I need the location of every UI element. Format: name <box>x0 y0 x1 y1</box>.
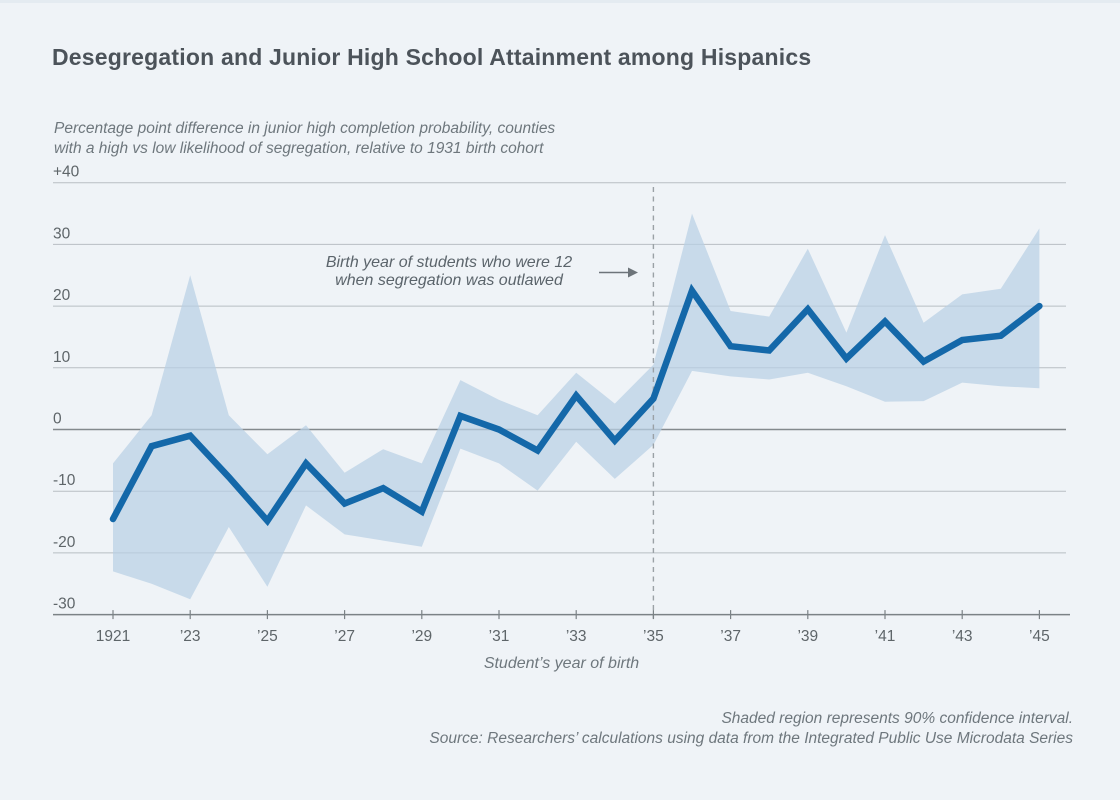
chart-subtitle-line1: Percentage point difference in junior hi… <box>54 120 556 137</box>
chart-subtitle-line2: with a high vs low likelihood of segrega… <box>54 139 544 157</box>
notes: Shaded region represents 90% confidence … <box>273 709 1073 749</box>
annotation-line2: when segregation was outlawed <box>335 272 563 289</box>
y-tick-label: -10 <box>53 472 76 489</box>
x-tick-label: ’41 <box>875 628 896 645</box>
y-tick-label: 0 <box>53 411 62 428</box>
y-tick-label: 10 <box>53 349 71 366</box>
y-tick-label: +40 <box>53 164 80 181</box>
x-tick-label: ’33 <box>566 628 587 645</box>
y-tick-label: 20 <box>53 287 71 304</box>
x-tick-label: ’45 <box>1029 628 1050 645</box>
y-tick-label: -20 <box>53 534 76 551</box>
x-axis-title: Student’s year of birth <box>484 655 639 672</box>
note-confidence-interval: Shaded region represents 90% confidence … <box>721 710 1073 727</box>
x-tick-label: ’23 <box>180 628 201 645</box>
y-tick-label: 30 <box>53 225 71 242</box>
x-tick-label: ’43 <box>952 628 973 645</box>
annotation-arrow-icon <box>599 267 638 278</box>
x-tick-label: ’31 <box>489 628 510 645</box>
x-tick-label: ’35 <box>643 628 664 645</box>
annotation-line1: Birth year of students who were 12 <box>325 254 573 271</box>
note-source: Source: Researchers’ calculations using … <box>429 730 1073 747</box>
page-title: Desegregation and Junior High School Att… <box>52 44 812 70</box>
x-tick-label: 1921 <box>96 628 130 645</box>
annotation-arrow-head <box>628 267 638 278</box>
x-tick-label: ’37 <box>720 628 741 645</box>
chart-subtitle: Percentage point difference in junior hi… <box>54 119 694 158</box>
x-tick-label: ’39 <box>797 628 818 645</box>
x-tick-label: ’25 <box>257 628 278 645</box>
x-tick-label: ’29 <box>411 628 432 645</box>
y-tick-label: -30 <box>53 596 76 613</box>
top-border-strip <box>0 0 1120 3</box>
data-line <box>109 283 1043 527</box>
annotation: Birth year of students who were 12 when … <box>300 254 598 290</box>
x-tick-label: ’27 <box>334 628 355 645</box>
